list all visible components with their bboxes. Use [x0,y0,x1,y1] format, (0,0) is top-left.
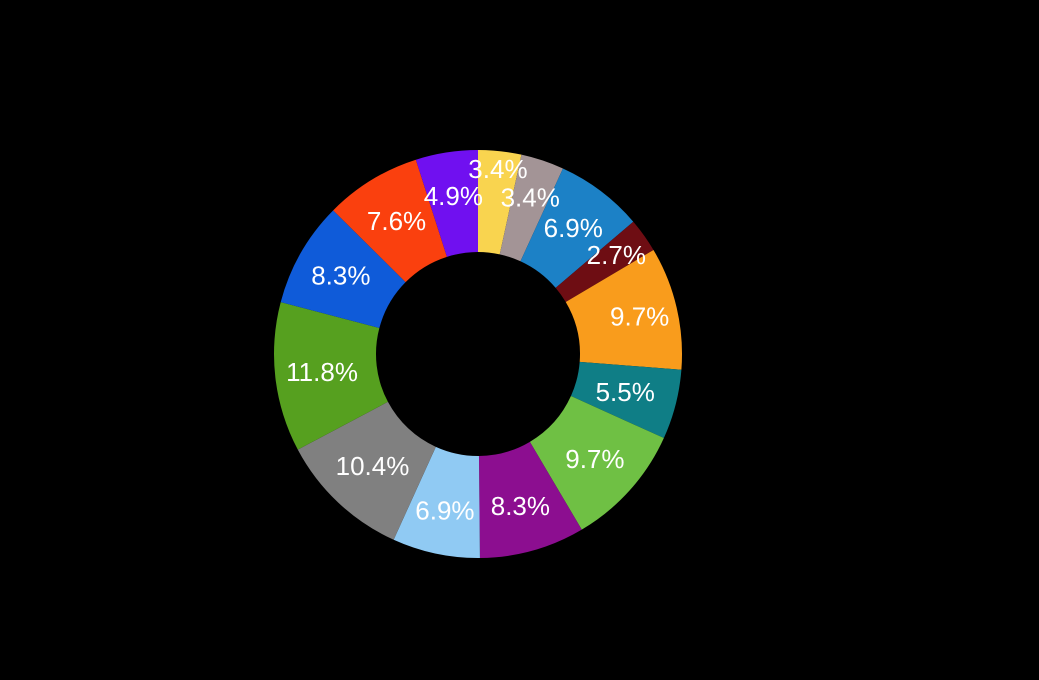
donut-segment-8[interactable] [393,446,480,558]
segment-label-1: 3.4% [501,182,560,212]
segment-label-2: 6.9% [544,213,603,243]
donut-segment-11[interactable] [280,210,406,329]
donut-segment-3[interactable] [555,221,654,302]
segment-label-8: 6.9% [415,496,474,526]
segment-label-10: 11.8% [286,357,358,387]
donut-segments [274,150,683,558]
donut-segment-0[interactable] [478,150,522,255]
donut-segment-4[interactable] [565,249,683,370]
segment-label-9: 10.4% [336,451,410,481]
donut-segment-2[interactable] [520,168,634,288]
donut-segment-10[interactable] [274,302,388,450]
segment-label-6: 9.7% [565,444,624,474]
donut-segment-5[interactable] [570,361,682,439]
segment-label-5: 5.5% [596,377,655,407]
donut-segment-1[interactable] [499,154,563,262]
segment-label-0: 3.4% [468,154,527,184]
donut-segment-12[interactable] [333,159,447,283]
donut-segment-7[interactable] [478,441,582,558]
segment-label-11: 8.3% [311,261,370,291]
segment-label-3: 2.7% [587,240,646,270]
segment-label-4: 9.7% [610,301,669,331]
segment-label-12: 7.6% [367,206,426,236]
donut-segment-9[interactable] [297,401,436,540]
donut-labels: 3.4%3.4%6.9%2.7%9.7%5.5%9.7%8.3%6.9%10.4… [286,154,669,525]
donut-segment-13[interactable] [415,150,478,257]
segment-label-7: 8.3% [491,491,550,521]
donut-segment-6[interactable] [529,396,664,530]
segment-label-13: 4.9% [424,181,483,211]
